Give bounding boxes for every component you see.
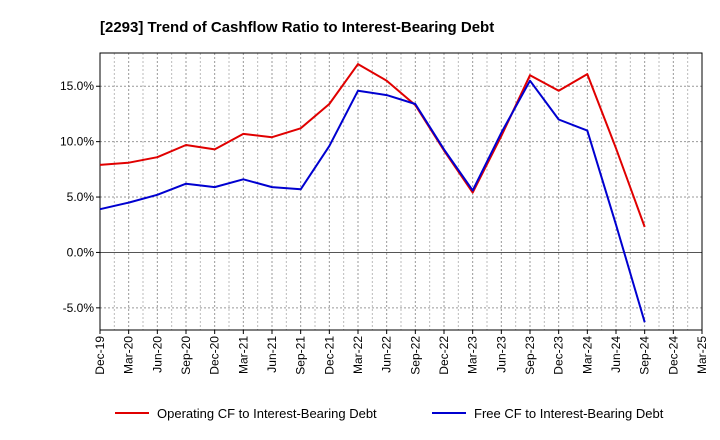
x-tick-label: Jun-22 <box>380 336 394 373</box>
legend-label-free-cf: Free CF to Interest-Bearing Debt <box>474 406 664 421</box>
y-tick-label: 15.0% <box>60 79 94 93</box>
x-tick-label: Jun-21 <box>265 336 279 373</box>
x-tick-label: Dec-23 <box>552 336 566 375</box>
x-tick-label: Mar-21 <box>236 336 250 374</box>
x-tick-label: Sep-23 <box>523 336 537 375</box>
x-tick-label: Sep-21 <box>294 336 308 375</box>
plot-area: -5.0% 0.0% 5.0% 10.0% 15.0% Dec-19 Mar-20 Jun-2… <box>60 52 709 375</box>
x-tick-label: Sep-24 <box>638 336 652 375</box>
x-tick-label: Sep-20 <box>179 336 193 375</box>
legend-label-operating-cf: Operating CF to Interest-Bearing Debt <box>157 406 377 421</box>
y-tick-label: 0.0% <box>67 245 95 259</box>
x-tick-label: Dec-21 <box>322 336 336 375</box>
x-tick-label: Sep-22 <box>408 336 422 375</box>
plot-frame <box>99 52 703 331</box>
x-tick-label: Mar-25 <box>695 336 709 374</box>
x-tick-label: Dec-24 <box>666 336 680 375</box>
y-tick-label: 5.0% <box>67 190 95 204</box>
x-tick-label: Dec-19 <box>93 336 107 375</box>
x-tick-label: Mar-23 <box>466 336 480 374</box>
y-tick-label: 10.0% <box>60 135 94 149</box>
chart-title: [2293] Trend of Cashflow Ratio to Intere… <box>100 19 494 36</box>
legend: Operating CF to Interest-Bearing Debt Fre… <box>115 406 664 421</box>
x-tick-label: Jun-20 <box>150 336 164 373</box>
x-tick-label: Dec-20 <box>208 336 222 375</box>
x-tick-label: Mar-20 <box>122 336 136 374</box>
x-tick-label: Dec-22 <box>437 336 451 375</box>
x-tick-label: Jun-24 <box>609 336 623 373</box>
x-tick-label: Mar-24 <box>580 336 594 374</box>
series-line-operating-cf <box>99 63 646 228</box>
y-tick-label: -5.0% <box>63 301 95 315</box>
x-tick-label: Mar-22 <box>351 336 365 374</box>
series-line-free-cf <box>99 79 646 323</box>
x-tick-label: Jun-23 <box>494 336 508 373</box>
